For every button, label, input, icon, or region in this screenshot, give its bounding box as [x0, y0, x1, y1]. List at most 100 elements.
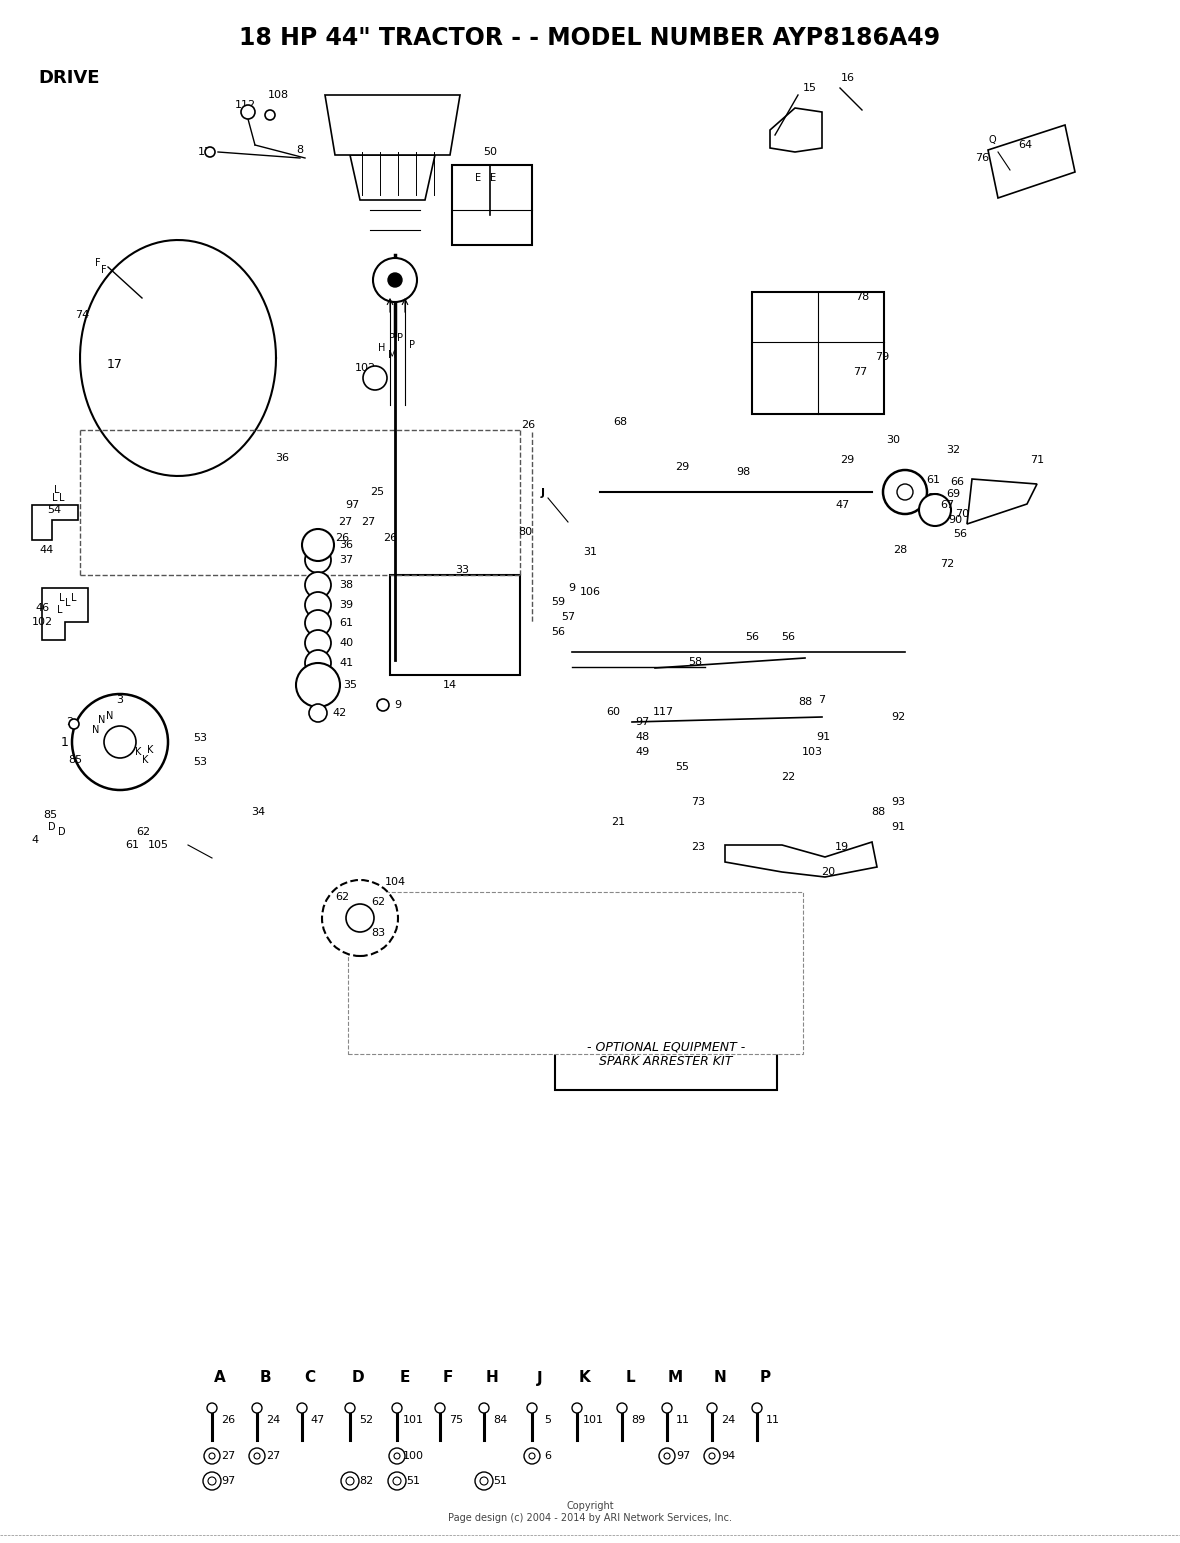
Circle shape — [897, 485, 913, 500]
Text: 22: 22 — [781, 772, 795, 782]
Text: 36: 36 — [339, 540, 353, 549]
Text: 97: 97 — [345, 500, 359, 511]
Text: 112: 112 — [235, 100, 256, 110]
Text: 56: 56 — [745, 633, 759, 642]
Text: 51: 51 — [406, 1477, 420, 1486]
Text: D: D — [352, 1370, 365, 1386]
Text: 94: 94 — [721, 1450, 735, 1461]
Circle shape — [322, 880, 398, 957]
Circle shape — [373, 258, 417, 302]
Text: 18 HP 44" TRACTOR - - MODEL NUMBER AYP8186A49: 18 HP 44" TRACTOR - - MODEL NUMBER AYP81… — [240, 26, 940, 49]
Text: 72: 72 — [940, 559, 955, 569]
Text: 60: 60 — [607, 707, 620, 717]
Text: 24: 24 — [721, 1415, 735, 1426]
Text: 92: 92 — [891, 711, 905, 722]
Text: 83: 83 — [371, 927, 385, 938]
Circle shape — [709, 1454, 715, 1460]
Text: 53: 53 — [194, 733, 206, 744]
Text: H: H — [486, 1370, 498, 1386]
Text: 79: 79 — [874, 352, 889, 363]
Text: 46: 46 — [35, 603, 50, 613]
Text: 77: 77 — [853, 367, 867, 376]
Text: 51: 51 — [493, 1477, 507, 1486]
Text: K: K — [146, 745, 153, 755]
Text: 61: 61 — [125, 839, 139, 850]
Text: 101: 101 — [402, 1415, 424, 1426]
Circle shape — [707, 1403, 717, 1413]
Text: 25: 25 — [371, 488, 384, 497]
Text: 58: 58 — [688, 657, 702, 667]
Circle shape — [304, 630, 332, 656]
Circle shape — [254, 1454, 260, 1460]
Text: 3: 3 — [117, 694, 124, 705]
Text: D: D — [58, 827, 66, 836]
Text: - OPTIONAL EQUIPMENT -
SPARK ARRESTER KIT: - OPTIONAL EQUIPMENT - SPARK ARRESTER KI… — [586, 1040, 745, 1068]
Text: 91: 91 — [815, 731, 830, 742]
Text: 52: 52 — [359, 1415, 373, 1426]
Circle shape — [388, 273, 402, 287]
Circle shape — [919, 494, 951, 526]
Text: J: J — [537, 1370, 543, 1386]
Text: 47: 47 — [835, 500, 850, 511]
Text: K: K — [579, 1370, 591, 1386]
Text: 4: 4 — [32, 835, 39, 846]
Circle shape — [304, 609, 332, 636]
Circle shape — [363, 366, 387, 390]
Text: 48: 48 — [636, 731, 650, 742]
Text: P: P — [396, 333, 404, 343]
Text: 57: 57 — [560, 613, 575, 622]
Text: 1: 1 — [61, 736, 68, 748]
Text: L: L — [59, 593, 65, 603]
Text: 53: 53 — [194, 758, 206, 767]
Text: 82: 82 — [359, 1477, 373, 1486]
Polygon shape — [350, 154, 435, 201]
Text: 9: 9 — [394, 701, 401, 710]
Text: 62: 62 — [371, 896, 385, 907]
Text: 16: 16 — [841, 73, 855, 83]
Circle shape — [394, 1454, 400, 1460]
Circle shape — [206, 1403, 217, 1413]
Text: 91: 91 — [891, 822, 905, 832]
Text: Copyright
Page design (c) 2004 - 2014 by ARI Network Services, Inc.: Copyright Page design (c) 2004 - 2014 by… — [448, 1501, 732, 1523]
Text: L: L — [58, 605, 63, 616]
Text: 27: 27 — [337, 517, 352, 528]
Circle shape — [524, 1447, 540, 1464]
Text: 76: 76 — [975, 153, 989, 164]
Text: 11: 11 — [676, 1415, 690, 1426]
Text: 98: 98 — [736, 468, 750, 477]
Text: 102: 102 — [32, 617, 53, 626]
Text: 14: 14 — [442, 680, 457, 690]
Circle shape — [297, 1403, 307, 1413]
Text: 26: 26 — [520, 420, 535, 430]
Text: N: N — [98, 714, 106, 725]
Text: 75: 75 — [448, 1415, 463, 1426]
Bar — [391, 576, 520, 674]
Text: 108: 108 — [268, 89, 289, 100]
Text: 97: 97 — [635, 717, 649, 727]
Polygon shape — [32, 505, 78, 540]
Text: 103: 103 — [801, 747, 822, 758]
Text: 26: 26 — [384, 532, 396, 543]
Text: 105: 105 — [148, 839, 169, 850]
Circle shape — [302, 529, 334, 562]
Circle shape — [388, 1472, 406, 1491]
Circle shape — [476, 1472, 493, 1491]
Text: 42: 42 — [333, 708, 347, 717]
Text: 26: 26 — [335, 532, 349, 543]
Text: 84: 84 — [493, 1415, 507, 1426]
Text: 32: 32 — [946, 444, 961, 455]
Circle shape — [376, 699, 389, 711]
Text: 56: 56 — [551, 626, 565, 637]
Text: 17: 17 — [107, 358, 123, 372]
Text: 8: 8 — [296, 145, 303, 154]
Circle shape — [304, 548, 332, 572]
Circle shape — [249, 1447, 266, 1464]
Text: 90: 90 — [948, 515, 962, 525]
Text: N: N — [106, 711, 113, 721]
Text: 9: 9 — [569, 583, 576, 593]
Text: F: F — [101, 265, 107, 275]
Circle shape — [208, 1477, 216, 1484]
Text: 62: 62 — [136, 827, 150, 836]
Circle shape — [704, 1447, 720, 1464]
Text: 54: 54 — [47, 505, 61, 515]
